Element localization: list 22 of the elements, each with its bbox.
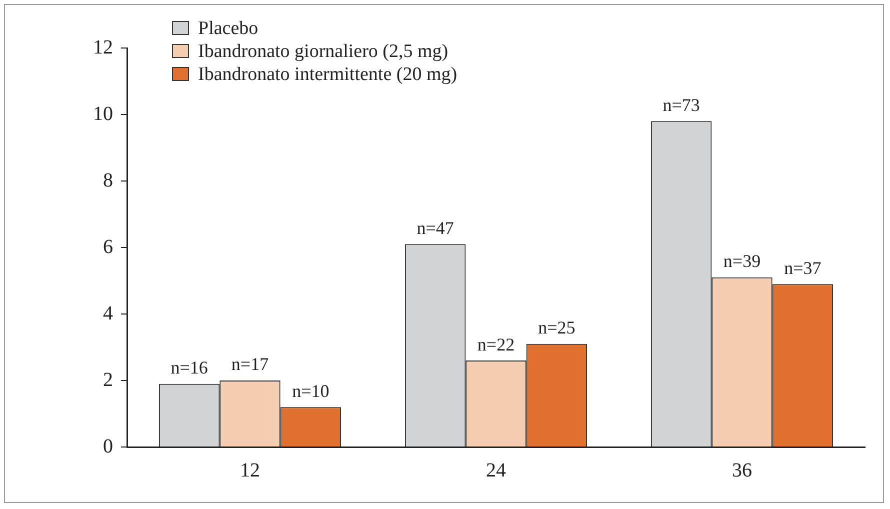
y-tick-label: 10 [93, 102, 113, 125]
y-tick-label: 0 [103, 435, 113, 458]
y-tick-label: 4 [103, 302, 113, 324]
annotation: n=73 [662, 94, 700, 115]
legend-label: Ibandronato giornaliero (2,5 mg) [198, 40, 448, 62]
y-tick-label: 12 [93, 36, 113, 58]
y-tick-label: 2 [103, 368, 113, 391]
annotation: n=16 [170, 358, 208, 378]
annotation: n=22 [477, 334, 515, 354]
y-tick-label: 6 [103, 236, 113, 258]
annotation: n=37 [784, 258, 822, 278]
annotation: n=47 [416, 218, 454, 238]
annotation: n=25 [538, 318, 576, 338]
x-tick-label: 12 [240, 459, 260, 482]
legend-label: Ibandronato intermittente (20 mg) [198, 64, 458, 85]
annotation: n=17 [231, 354, 269, 374]
annotation: n=10 [292, 380, 330, 401]
legend-label: Placebo [198, 18, 258, 39]
x-tick-label: 36 [732, 459, 752, 482]
x-tick-label: 24 [486, 459, 506, 482]
y-tick-label: 8 [103, 169, 113, 192]
annotation: n=39 [723, 251, 761, 272]
